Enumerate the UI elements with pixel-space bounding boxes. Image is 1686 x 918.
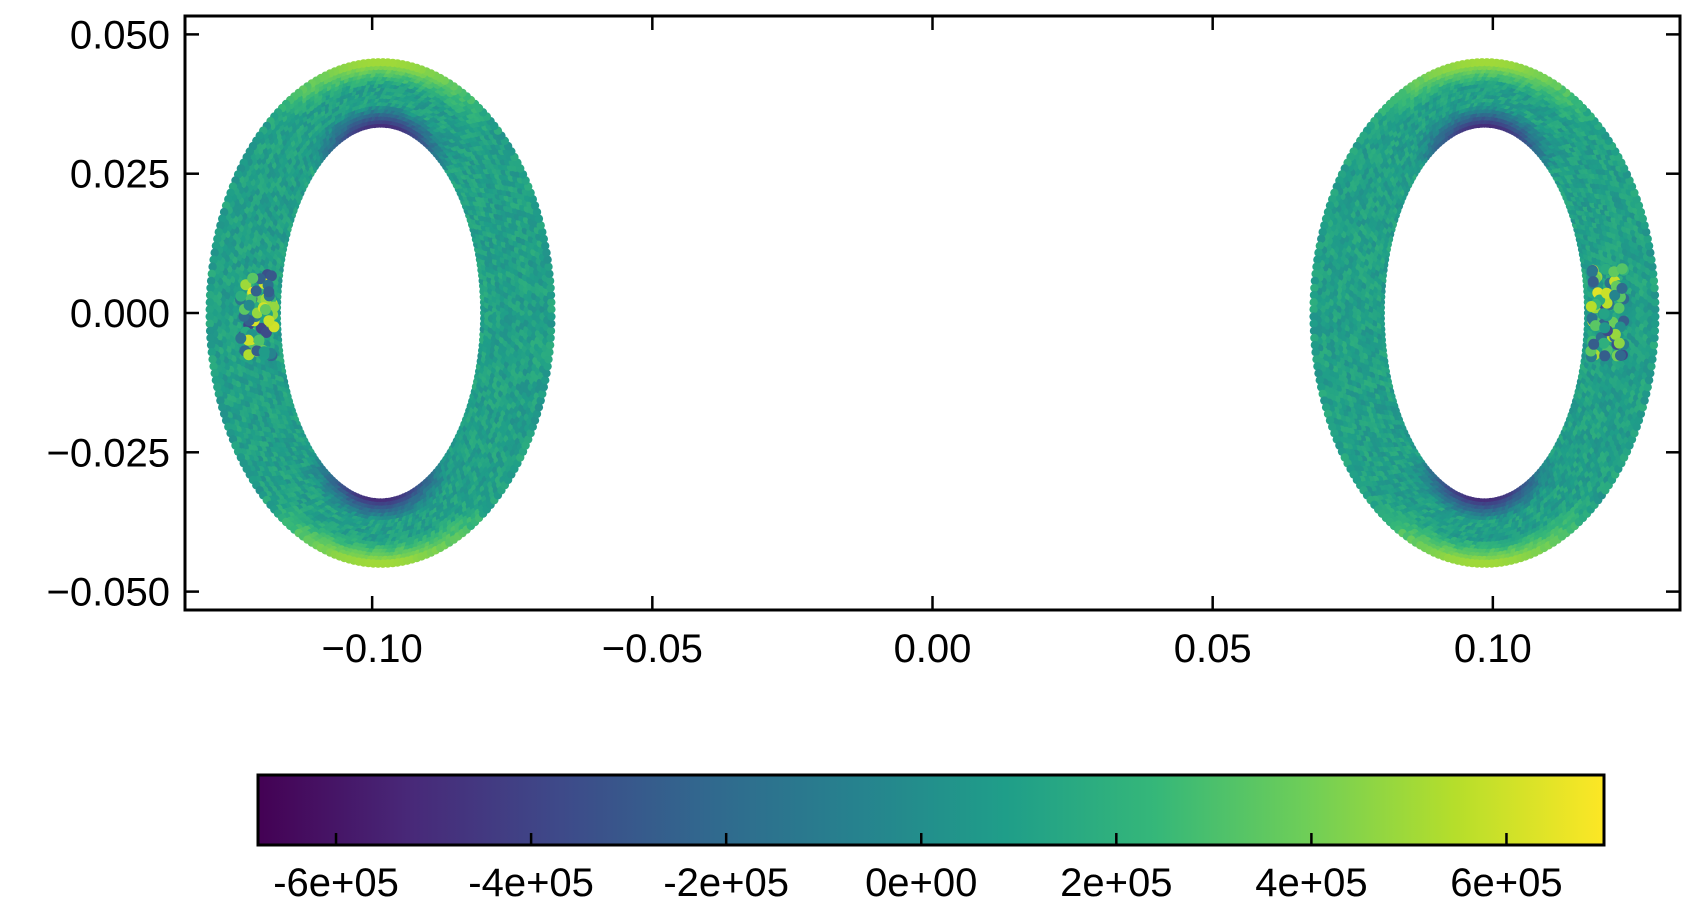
scatter-point xyxy=(243,299,255,311)
scatter-point xyxy=(205,319,214,328)
ring-right xyxy=(1309,58,1660,568)
scatter-point xyxy=(545,276,555,286)
ring-left xyxy=(205,58,556,568)
scatter-point xyxy=(206,333,215,343)
scatter-point xyxy=(258,346,270,358)
scatter-point xyxy=(544,355,553,364)
scatter-point xyxy=(235,332,247,344)
scatter-point xyxy=(211,376,221,385)
scatter-point xyxy=(545,348,554,357)
scatter-point xyxy=(259,304,271,315)
scatter-point xyxy=(213,234,222,244)
scatter-point xyxy=(247,272,259,284)
scatter-points xyxy=(205,58,1660,568)
scatter-point xyxy=(546,326,556,336)
scatter-point xyxy=(208,262,217,271)
scatter-point xyxy=(263,286,275,298)
scatter-point xyxy=(543,255,552,264)
scatter-point xyxy=(235,290,247,302)
scatter-point xyxy=(545,269,554,278)
scatter-point xyxy=(205,290,215,300)
scatter-point xyxy=(547,298,556,307)
scatter-point xyxy=(547,312,556,321)
scatter-point xyxy=(542,369,551,378)
scatter-point xyxy=(539,382,548,392)
scatter-point xyxy=(253,334,265,346)
scatter-point xyxy=(209,362,218,371)
scatter-point xyxy=(265,270,277,282)
scatter-point xyxy=(205,305,214,314)
scatter-point xyxy=(263,315,275,327)
scatter-point xyxy=(541,241,550,250)
scatter-point xyxy=(250,285,262,297)
scatter-point xyxy=(207,348,216,357)
scatter-point xyxy=(207,269,216,278)
scatter-point xyxy=(210,248,219,257)
scatter-point xyxy=(206,340,216,350)
scatter-point xyxy=(206,276,216,286)
